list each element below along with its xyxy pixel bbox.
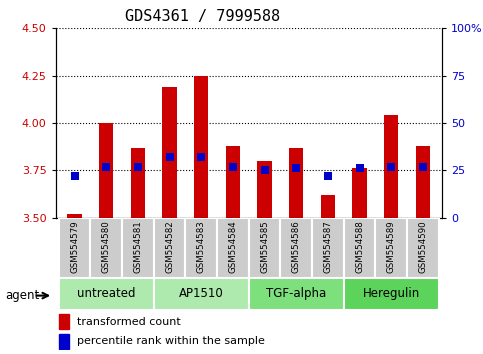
Point [198, 154, 205, 160]
Text: GSM554585: GSM554585 [260, 221, 269, 274]
Bar [384, 115, 398, 218]
Bar [59, 314, 69, 329]
Text: GSM554586: GSM554586 [292, 221, 301, 274]
Point [387, 164, 395, 170]
Bar [59, 334, 69, 348]
Bar [281, 218, 312, 278]
Text: GSM554588: GSM554588 [355, 221, 364, 274]
Text: GDS4361 / 7999588: GDS4361 / 7999588 [125, 9, 281, 24]
Text: percentile rank within the sample: percentile rank within the sample [77, 336, 265, 346]
Bar [257, 161, 272, 218]
Bar [312, 218, 344, 278]
Bar [154, 218, 185, 278]
Point [229, 164, 237, 170]
Text: GSM554580: GSM554580 [102, 221, 111, 274]
Bar [416, 146, 430, 218]
Text: AP1510: AP1510 [179, 287, 224, 300]
Bar [217, 218, 249, 278]
Text: untreated: untreated [77, 287, 135, 300]
Bar [59, 218, 90, 278]
Bar [99, 123, 114, 218]
Text: agent: agent [5, 289, 39, 302]
Point [166, 154, 173, 160]
Text: TGF-alpha: TGF-alpha [266, 287, 327, 300]
Text: Heregulin: Heregulin [363, 287, 420, 300]
Bar [154, 278, 249, 310]
Bar [249, 218, 281, 278]
Bar [407, 218, 439, 278]
Point [71, 173, 78, 179]
Bar [162, 87, 177, 218]
Text: GSM554579: GSM554579 [70, 221, 79, 273]
Point [324, 173, 332, 179]
Point [356, 166, 364, 171]
Bar [90, 218, 122, 278]
Bar [226, 146, 240, 218]
Bar [344, 278, 439, 310]
Point [292, 166, 300, 171]
Bar [344, 218, 375, 278]
Bar [122, 218, 154, 278]
Bar [289, 148, 303, 218]
Bar [59, 278, 154, 310]
Text: GSM554589: GSM554589 [387, 221, 396, 273]
Point [261, 167, 269, 173]
Text: GSM554582: GSM554582 [165, 221, 174, 274]
Bar [68, 214, 82, 218]
Bar [131, 148, 145, 218]
Point [102, 164, 110, 170]
Bar [353, 169, 367, 218]
Point [134, 164, 142, 170]
Text: GSM554590: GSM554590 [418, 221, 427, 273]
Bar [375, 218, 407, 278]
Bar [194, 76, 208, 218]
Text: GSM554584: GSM554584 [228, 221, 238, 274]
Bar [185, 218, 217, 278]
Text: GSM554587: GSM554587 [324, 221, 332, 274]
Bar [249, 278, 344, 310]
Text: GSM554581: GSM554581 [133, 221, 142, 274]
Text: GSM554583: GSM554583 [197, 221, 206, 274]
Text: transformed count: transformed count [77, 316, 181, 327]
Point [419, 164, 427, 170]
Bar [321, 195, 335, 218]
